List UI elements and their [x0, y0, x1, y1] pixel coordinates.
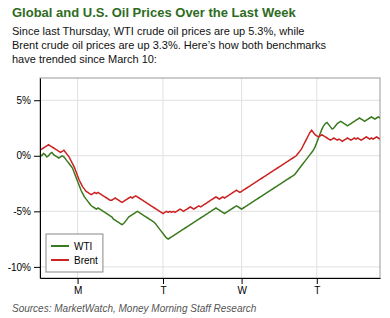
- source: Sources: MarketWatch, Money Morning Staf…: [12, 303, 257, 314]
- y-grid-line: [40, 155, 380, 156]
- title: Global and U.S. Oil Prices Over the Last…: [12, 5, 296, 20]
- x-tick-label: M: [74, 285, 82, 296]
- series-line: [40, 117, 380, 239]
- y-tick-label: -5%: [13, 206, 31, 217]
- x-tick-mark: [163, 278, 164, 284]
- legend-box: [46, 234, 103, 272]
- legend-label: Brent: [74, 255, 98, 266]
- x-tick: T: [160, 278, 166, 296]
- grid: [40, 78, 380, 278]
- legend-swatch: [51, 259, 69, 261]
- x-tick: T: [314, 278, 320, 296]
- y-tick-label: 5%: [17, 95, 32, 106]
- lines: [40, 117, 380, 239]
- x-grid-line: [316, 78, 317, 278]
- series-line: [40, 130, 380, 213]
- legend-entry: WTI: [51, 241, 92, 252]
- subtitle: Since last Thursday, WTI crude oil price…: [12, 25, 327, 65]
- x-tick-mark: [242, 278, 243, 284]
- x-tick-mark: [317, 278, 318, 284]
- x-tick-label: W: [237, 285, 247, 296]
- plot-frame: [40, 78, 380, 278]
- x-tick: M: [74, 278, 82, 296]
- x-tick-label: T: [314, 285, 320, 296]
- y-grid-line: [40, 100, 380, 101]
- y-axis: -10% -5% 0% 5%: [8, 79, 41, 279]
- legend: WTI Brent: [46, 234, 103, 272]
- y-tick: -5%: [13, 206, 40, 217]
- x-grid-line: [163, 78, 164, 278]
- y-tick: 0%: [17, 150, 40, 161]
- y-tick-mark: [34, 156, 40, 157]
- x-axis: MTWT: [41, 278, 381, 296]
- y-tick-label: -10%: [8, 262, 31, 273]
- legend-label: WTI: [74, 241, 92, 252]
- y-tick-mark: [34, 211, 40, 212]
- legend-entry: Brent: [51, 255, 98, 266]
- plot: -10% -5% 0% 5% M T W T WTI Brent: [8, 78, 381, 296]
- y-tick: -10%: [8, 262, 40, 273]
- y-tick-mark: [34, 100, 40, 101]
- subtitle-line: have trended since March 10:: [12, 53, 157, 65]
- x-axis-line: [41, 278, 381, 279]
- x-tick-mark: [78, 278, 79, 284]
- y-tick: 5%: [17, 95, 40, 106]
- y-axis-line: [40, 79, 41, 279]
- x-grid-line: [241, 78, 242, 278]
- subtitle-line: Since last Thursday, WTI crude oil price…: [12, 25, 304, 37]
- subtitle-line: Brent crude oil prices are up 3.3%. Here…: [12, 39, 327, 51]
- y-tick-label: 0%: [17, 150, 32, 161]
- legend-swatch: [51, 245, 69, 247]
- x-tick-label: T: [160, 285, 166, 296]
- y-tick-mark: [34, 267, 40, 268]
- x-tick: W: [237, 278, 247, 296]
- chart: Global and U.S. Oil Prices Over the Last…: [0, 0, 390, 318]
